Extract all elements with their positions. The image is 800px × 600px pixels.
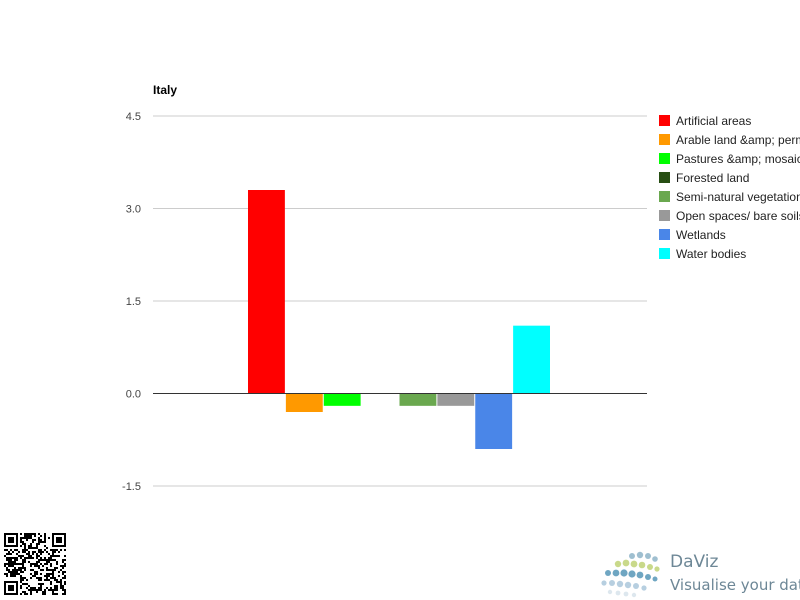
legend: Artificial areas Arable land &amp; perman… (659, 114, 800, 261)
y-tick-label: 0.0 (126, 389, 141, 401)
legend-item[interactable]: Semi-natural vegetation (659, 190, 800, 204)
bar[interactable] (323, 393, 361, 406)
legend-swatch (659, 134, 670, 145)
legend-label: Semi-natural vegetation (676, 190, 800, 204)
y-tick-label: 4.5 (126, 111, 141, 123)
bar[interactable] (399, 393, 437, 406)
legend-item[interactable]: Forested land (659, 171, 749, 185)
y-tick-label: 3.0 (126, 204, 141, 216)
legend-item[interactable]: Pastures &amp; mosaics (659, 152, 800, 166)
brand-name: DaViz (670, 552, 719, 572)
legend-swatch (659, 191, 670, 202)
legend-label: Open spaces/ bare soils (676, 209, 800, 223)
brand-tagline: Visualise your data (670, 576, 800, 594)
gridlines (153, 115, 647, 487)
legend-swatch (659, 115, 670, 126)
bar[interactable] (248, 190, 285, 394)
legend-swatch (659, 229, 670, 240)
bar-chart: Italy 4.53.01.50.0-1.5 Artificial areasA… (122, 83, 800, 493)
legend-label: Wetlands (676, 228, 726, 242)
legend-label: Artificial areas (676, 114, 751, 128)
bar[interactable] (475, 393, 513, 450)
legend-item[interactable]: Artificial areas (659, 114, 751, 128)
legend-swatch (659, 248, 670, 259)
legend-label: Arable land &amp; permanent crops (676, 133, 800, 147)
legend-item[interactable]: Open spaces/ bare soils (659, 209, 800, 223)
y-tick-label: -1.5 (122, 481, 141, 493)
legend-swatch (659, 153, 670, 164)
legend-swatch (659, 172, 670, 183)
legend-item[interactable]: Wetlands (659, 228, 726, 242)
bar[interactable] (513, 325, 550, 394)
qr-code-icon (4, 533, 66, 595)
legend-label: Forested land (676, 171, 749, 185)
legend-swatch (659, 210, 670, 221)
legend-item[interactable]: Water bodies (659, 247, 746, 261)
bar[interactable] (285, 393, 323, 413)
chart-title: Italy (153, 83, 177, 97)
bars (248, 190, 550, 449)
daviz-branding: DaViz Visualise your data (598, 546, 800, 600)
y-tick-label: 1.5 (126, 296, 141, 308)
legend-label: Pastures &amp; mosaics (676, 152, 800, 166)
y-axis-ticks: 4.5 3.0 1.5 0.0 -1.5 (122, 111, 141, 493)
legend-label: Water bodies (676, 247, 746, 261)
legend-item[interactable]: Arable land &amp; permanent crops (659, 133, 800, 147)
daviz-dots-logo-icon (601, 551, 660, 598)
bar[interactable] (437, 393, 475, 406)
